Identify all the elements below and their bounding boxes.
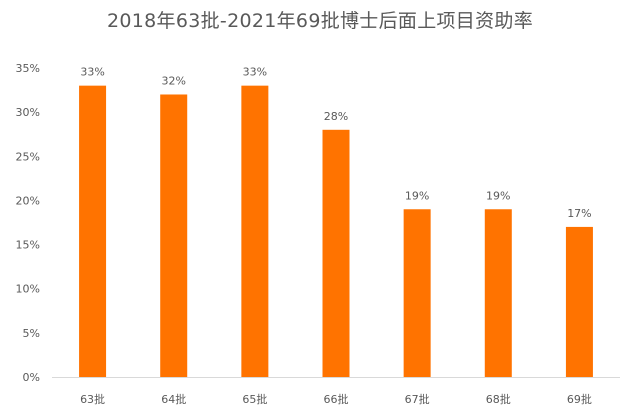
data-label: 28% [324,110,348,123]
x-tick-label: 64批 [161,392,186,406]
data-label: 33% [243,66,267,79]
bar-69批 [565,226,593,377]
data-label: 19% [405,189,429,202]
bar-68批 [484,209,512,377]
bar-65批 [241,85,269,378]
bar-64批 [160,94,188,377]
bars-group: 33% 32% 33% 28% 19% 19% 17% [79,66,593,378]
x-tick-label: 63批 [80,392,105,406]
x-tick-label: 66批 [324,392,349,406]
y-axis: 0% 5% 10% 15% 20% 25% 30% 35% [16,62,40,384]
data-label: 32% [161,74,185,87]
bar-67批 [403,209,431,377]
x-tick-label: 69批 [567,392,592,406]
x-tick-label: 67批 [405,392,430,406]
y-tick-label: 20% [16,194,40,207]
bar-66批 [322,129,350,377]
x-axis: 63批 64批 65批 66批 67批 68批 69批 [80,392,592,406]
x-tick-label: 65批 [242,392,267,406]
data-label: 33% [80,66,104,79]
y-tick-label: 10% [16,283,40,296]
chart-title: 2018年63批-2021年69批博士后面上项目资助率 [106,10,534,32]
y-tick-label: 0% [23,371,40,384]
data-label: 19% [486,189,510,202]
y-tick-label: 5% [23,327,40,340]
y-tick-label: 35% [16,62,40,75]
y-tick-label: 25% [16,150,40,163]
bar-63批 [79,85,107,378]
x-tick-label: 68批 [486,392,511,406]
y-tick-label: 30% [16,106,40,119]
y-tick-label: 15% [16,239,40,252]
data-label: 17% [567,207,591,220]
